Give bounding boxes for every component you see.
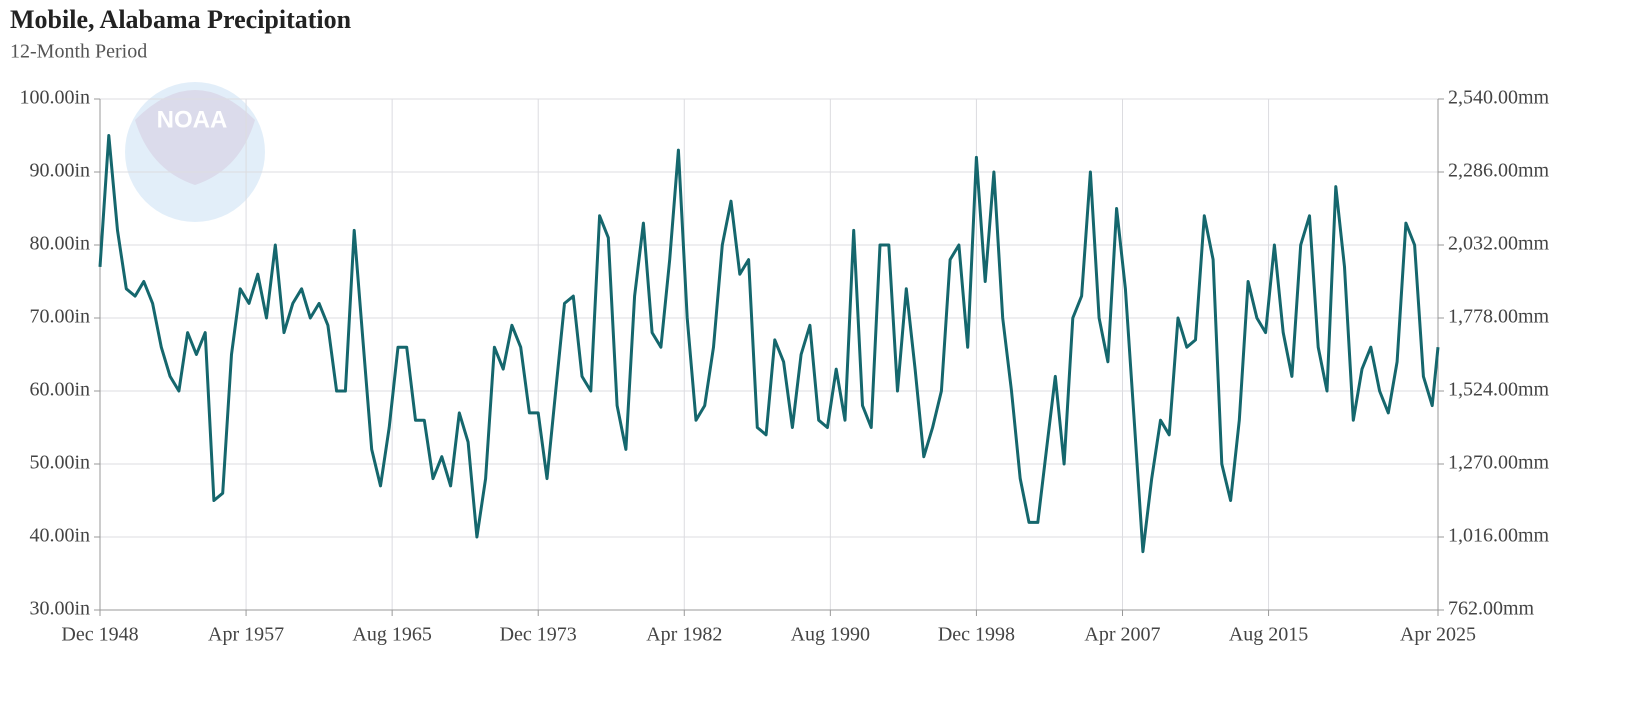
y-tick-label: 90.00in [29, 160, 90, 182]
y-tick-label: 30.00in [29, 598, 90, 620]
x-tick-label: Dec 1998 [938, 624, 1015, 646]
x-tick-label: Dec 1948 [61, 624, 138, 646]
y2-tick-label: 1,524.00mm [1448, 379, 1550, 401]
x-tick-label: Apr 2025 [1400, 624, 1476, 646]
y-tick-label: 80.00in [29, 233, 90, 255]
x-tick-label: Aug 1965 [352, 624, 431, 646]
x-tick-label: Aug 1990 [791, 624, 870, 646]
y2-tick-label: 1,778.00mm [1448, 306, 1550, 328]
y2-tick-label: 2,286.00mm [1448, 160, 1550, 182]
x-tick-label: Apr 2007 [1084, 624, 1160, 646]
y2-tick-label: 1,270.00mm [1448, 452, 1550, 474]
y2-tick-label: 2,032.00mm [1448, 233, 1550, 255]
y2-tick-label: 2,540.00mm [1448, 87, 1550, 109]
x-tick-label: Apr 1982 [646, 624, 722, 646]
y2-tick-label: 1,016.00mm [1448, 525, 1550, 547]
data-line [98, 134, 1440, 554]
x-tick-label: Aug 2015 [1229, 624, 1308, 646]
x-tick-label: Apr 1957 [208, 624, 284, 646]
y-tick-label: 60.00in [29, 379, 90, 401]
logo-top [135, 90, 255, 185]
x-tick-label: Dec 1973 [500, 624, 577, 646]
y-tick-label: 100.00in [19, 87, 90, 109]
y2-tick-label: 762.00mm [1448, 598, 1535, 620]
y-tick-label: 50.00in [29, 452, 90, 474]
noaa-logo: NOAA [125, 82, 265, 222]
y-tick-label: 70.00in [29, 306, 90, 328]
logo-text: NOAA [157, 106, 228, 133]
chart-title: Mobile, Alabama Precipitation [10, 5, 352, 34]
chart-subtitle: 12-Month Period [10, 41, 147, 63]
y-tick-label: 40.00in [29, 525, 90, 547]
